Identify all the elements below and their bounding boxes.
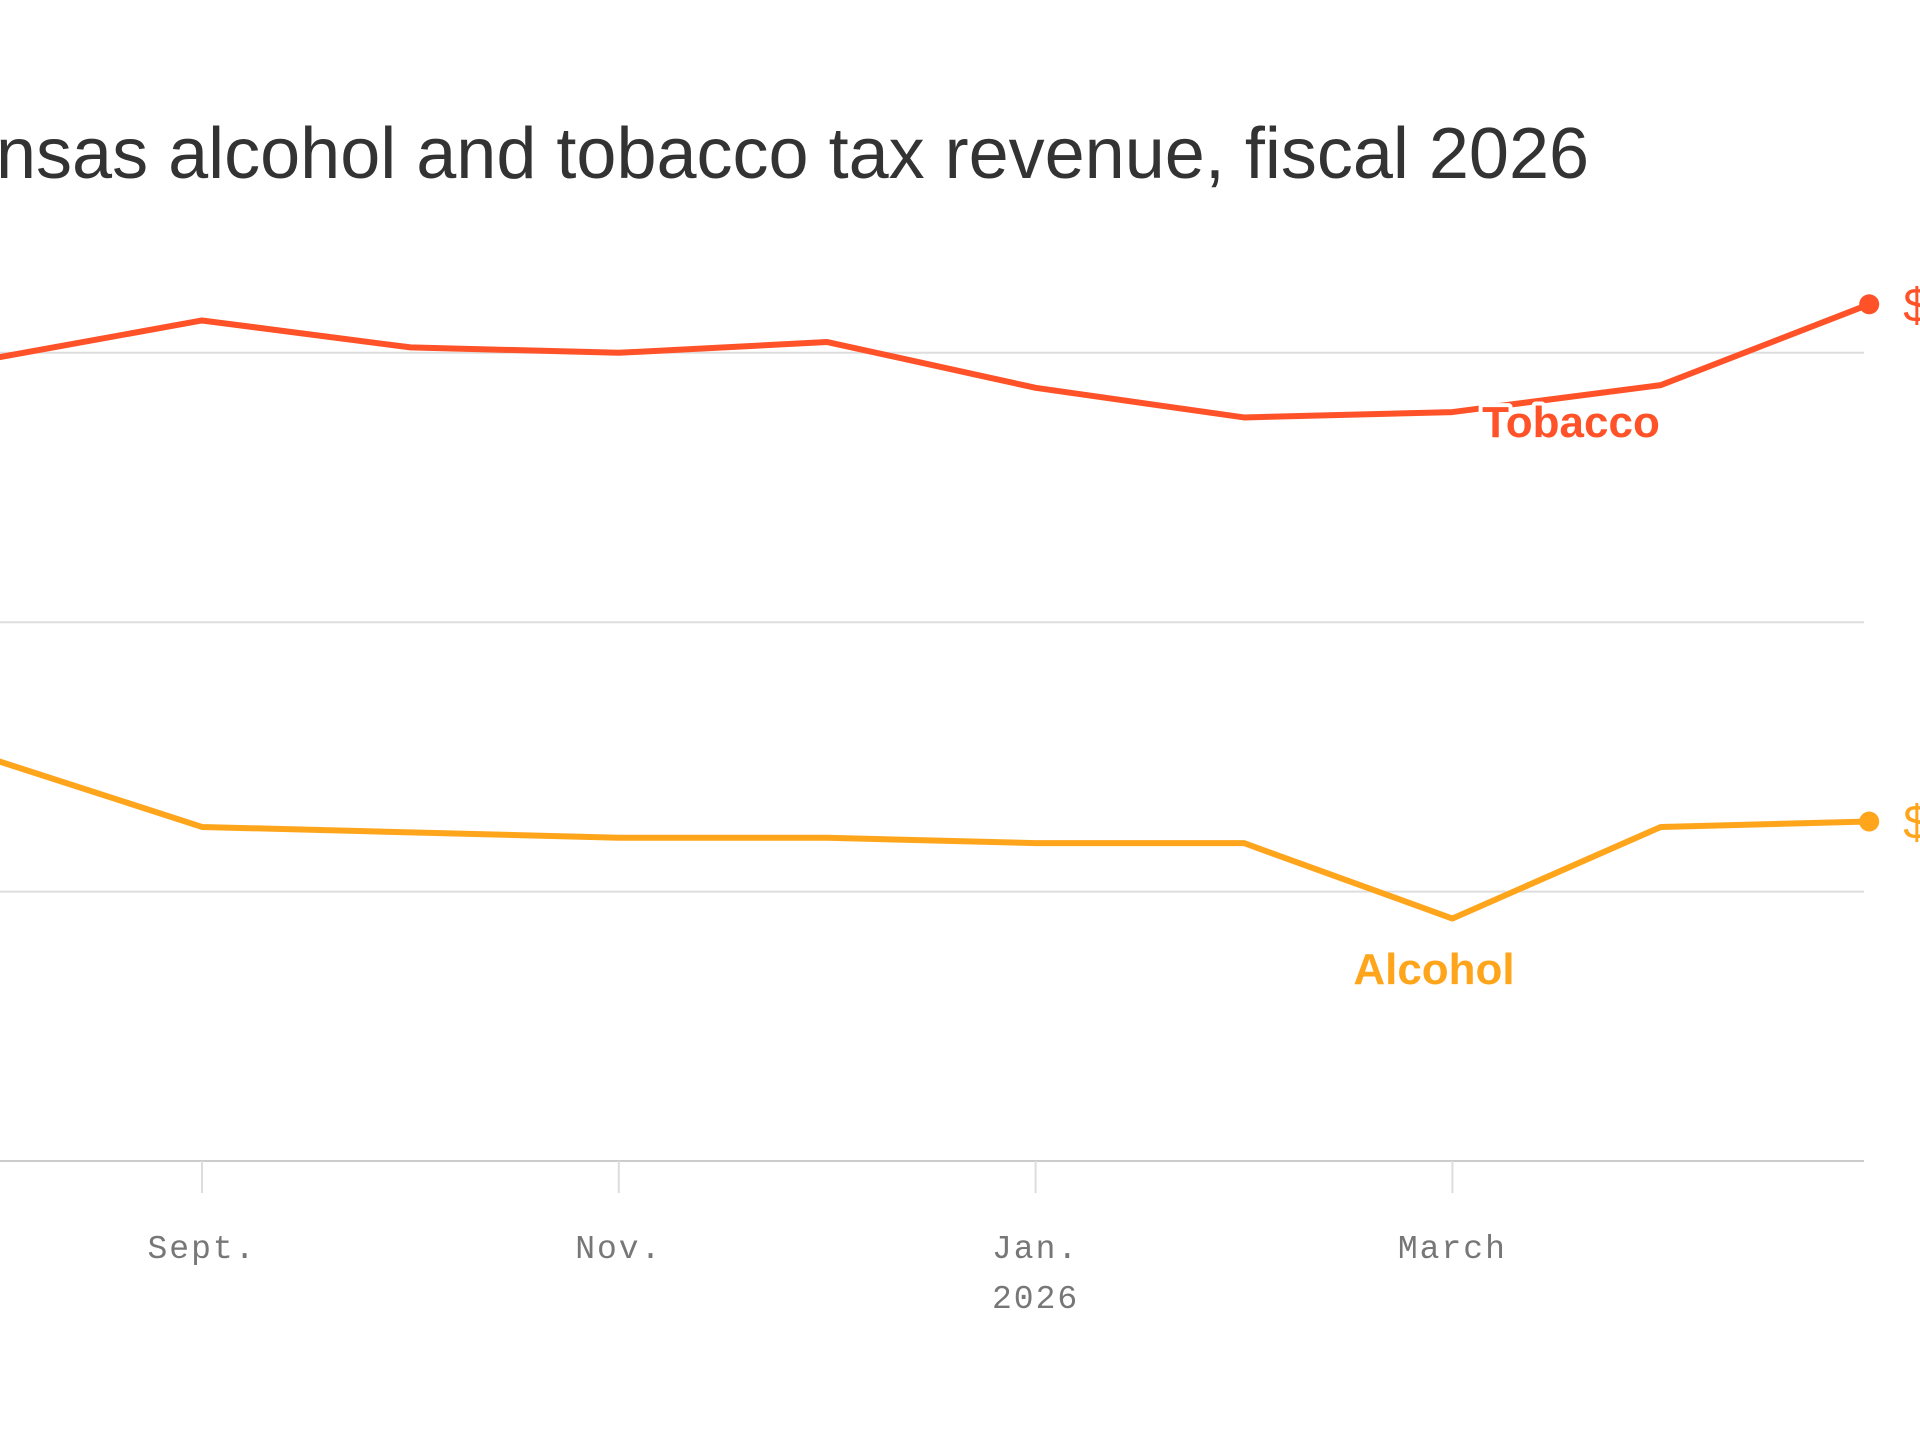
x-tick-label: Jan. [992, 1231, 1079, 1268]
series-label: Alcohol [1353, 945, 1514, 994]
year-label: 2026 [992, 1281, 1079, 1318]
end-label: $ [1903, 279, 1920, 332]
series-label: Tobacco [1482, 398, 1660, 447]
series-line [0, 301, 1871, 421]
end-label: $ [1903, 797, 1920, 850]
end-dot [1859, 294, 1880, 315]
x-tick-label: March [1398, 1231, 1507, 1268]
x-tick-label: Sept. [147, 1231, 256, 1268]
end-dot [1859, 811, 1880, 832]
chart-title: nsas alcohol and tobacco tax revenue, fi… [0, 114, 1589, 194]
series-line [0, 758, 1870, 922]
x-tick-label: Nov. [575, 1231, 662, 1268]
